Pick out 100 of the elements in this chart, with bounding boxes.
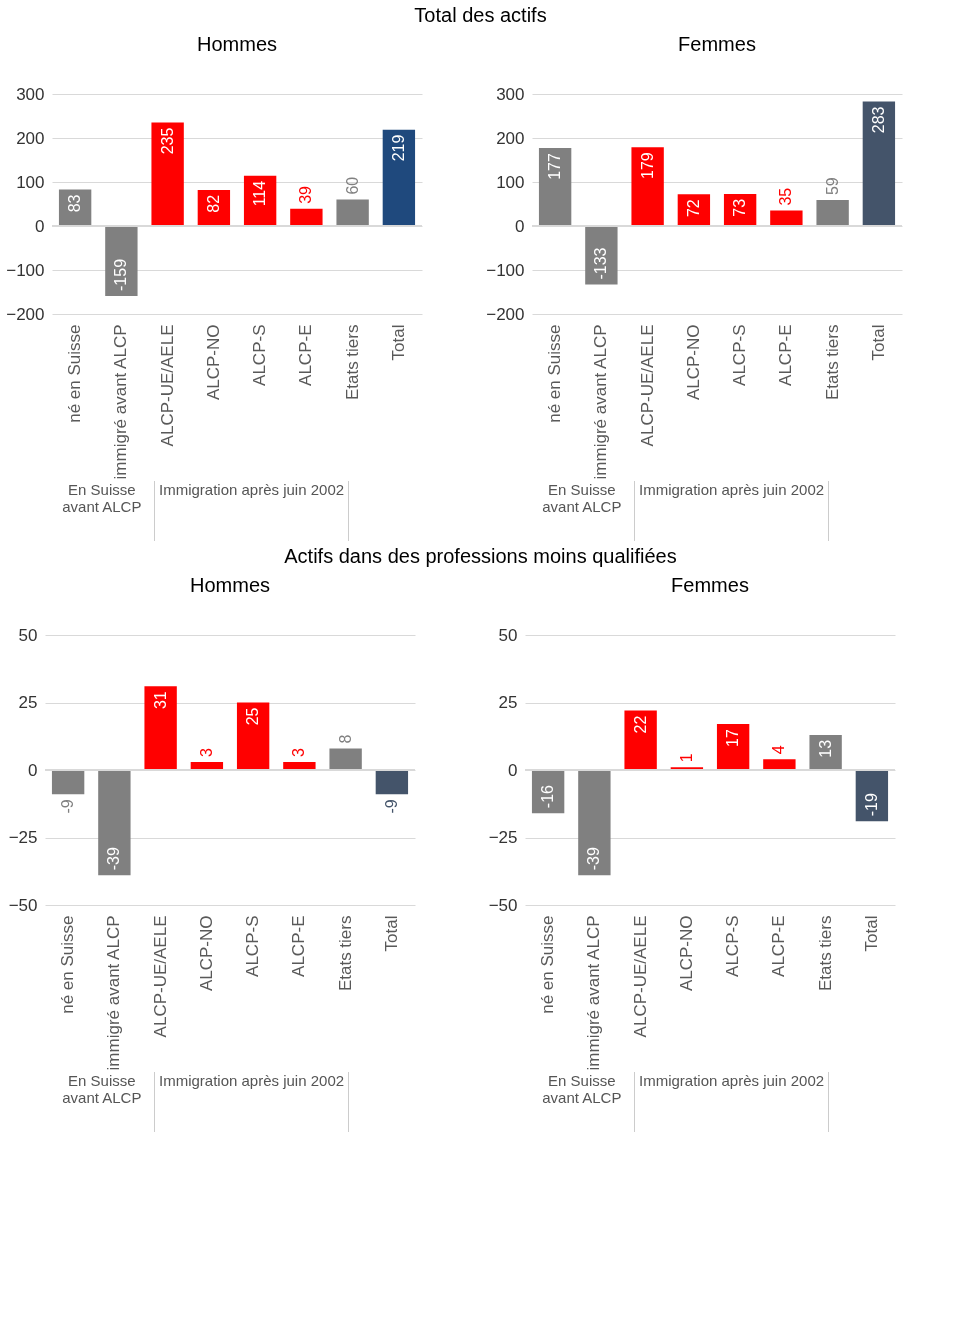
data-label: 283	[869, 106, 887, 134]
y-tick-label: 50	[498, 625, 518, 645]
y-tick-label: 0	[515, 216, 525, 236]
x-tick-label: ALCP-NO	[683, 324, 703, 401]
data-label: 83	[66, 194, 84, 213]
x-tick-label: ALCP-E	[289, 915, 309, 977]
y-tick-label: 0	[508, 760, 518, 780]
chart-title: Femmes	[671, 574, 749, 596]
x-tick-label: ALCP-UE/AELE	[637, 324, 657, 447]
x-tick-label: ALCP-S	[243, 915, 263, 977]
data-label: 1	[677, 753, 695, 763]
data-label: -9	[59, 799, 77, 814]
x-tick-label: né en Suisse	[545, 324, 565, 423]
x-tick-label: immigré avant ALCP	[111, 324, 131, 480]
bar	[236, 702, 270, 770]
data-label: -19	[862, 793, 880, 817]
x-tick-label: ALCP-UE/AELE	[150, 915, 170, 1038]
text: En Suisse avant ALCP	[530, 1072, 635, 1132]
bar	[375, 770, 409, 795]
x-tick-label: ALCP-E	[296, 324, 316, 386]
y-tick-label: 0	[28, 760, 38, 780]
bar	[290, 208, 323, 226]
data-label: -16	[539, 784, 557, 809]
bar	[716, 724, 750, 770]
bar	[770, 210, 803, 226]
x-tick-label: né en Suisse	[65, 324, 85, 423]
data-label: 35	[777, 187, 795, 206]
data-label: 114	[251, 180, 269, 207]
data-label: -39	[585, 847, 603, 871]
bar	[816, 200, 849, 226]
data-label: 60	[343, 176, 361, 195]
x-tick-label: né en Suisse	[58, 915, 78, 1014]
data-label: 8	[336, 734, 354, 744]
text: Immigration après juin 2002	[634, 481, 830, 541]
y-tick-label: 200	[16, 128, 45, 148]
bar	[144, 686, 177, 770]
data-label: 13	[816, 739, 834, 758]
data-label: 4	[770, 745, 788, 755]
x-tick-label: Total	[388, 324, 408, 361]
data-label: -133	[592, 247, 610, 280]
y-tick-label: 300	[16, 84, 45, 104]
text: Immigration après juin 2002	[154, 481, 350, 541]
text: En Suisse avant ALCP	[50, 481, 155, 541]
data-label: 82	[204, 194, 222, 213]
data-label: -9	[382, 799, 400, 814]
y-tick-label: 25	[498, 693, 518, 712]
bar	[336, 199, 369, 226]
y-tick-label: 100	[496, 172, 525, 192]
x-tick-label: ALCP-UE/AELE	[630, 915, 650, 1038]
data-label: 22	[631, 715, 649, 734]
x-tick-label: Etats tiers	[342, 324, 362, 401]
x-tick-label: ALCP-S	[723, 915, 743, 977]
x-tick-label: ALCP-S	[730, 324, 750, 386]
data-label: 17	[724, 729, 742, 747]
y-tick-label: −25	[8, 828, 38, 847]
y-tick-label: 300	[496, 84, 525, 104]
bar	[98, 770, 131, 876]
y-tick-label: 25	[18, 693, 38, 712]
bar	[631, 147, 664, 226]
data-label: 25	[244, 707, 262, 726]
text: Total des actifs	[413, 3, 548, 28]
x-tick-label: Total	[861, 915, 881, 952]
text: Immigration après juin 2002	[154, 1072, 350, 1132]
bar	[624, 710, 657, 770]
bar	[151, 122, 184, 226]
text: Actifs dans des professions moins qualifiées	[283, 544, 678, 569]
bar	[763, 759, 796, 770]
x-tick-label: Etats tiers	[822, 324, 842, 401]
data-label: 39	[297, 185, 315, 204]
data-label: 235	[158, 127, 176, 155]
data-label: 73	[731, 198, 749, 217]
y-tick-label: 0	[35, 216, 45, 236]
data-label: 3	[197, 747, 215, 757]
data-label: -159	[112, 258, 130, 291]
text: En Suisse avant ALCP	[530, 481, 635, 541]
y-tick-label: −25	[488, 828, 518, 847]
y-tick-label: 50	[18, 625, 38, 645]
data-label: 31	[151, 691, 169, 710]
y-tick-label: 100	[16, 172, 45, 192]
x-tick-label: ALCP-E	[769, 915, 789, 977]
bar	[538, 148, 572, 226]
data-label: 59	[823, 177, 841, 196]
x-tick-label: ALCP-E	[776, 324, 796, 386]
y-tick-label: 200	[496, 128, 525, 148]
data-label: 177	[546, 153, 564, 180]
x-tick-label: ALCP-NO	[196, 915, 216, 992]
text: Immigration après juin 2002	[634, 1072, 830, 1132]
y-tick-label: −50	[8, 895, 38, 915]
y-tick-label: −100	[6, 260, 45, 280]
x-tick-label: immigré avant ALCP	[104, 915, 124, 1071]
y-tick-label: −50	[488, 895, 518, 915]
data-label: 179	[638, 152, 656, 179]
x-tick-label: ALCP-UE/AELE	[157, 324, 177, 447]
data-label: 3	[290, 747, 308, 757]
x-tick-label: né en Suisse	[538, 915, 558, 1014]
x-tick-label: Total	[381, 915, 401, 952]
bar	[585, 226, 618, 285]
x-tick-label: Etats tiers	[335, 915, 355, 992]
x-tick-label: ALCP-NO	[203, 324, 223, 401]
text: En Suisse avant ALCP	[50, 1072, 155, 1132]
